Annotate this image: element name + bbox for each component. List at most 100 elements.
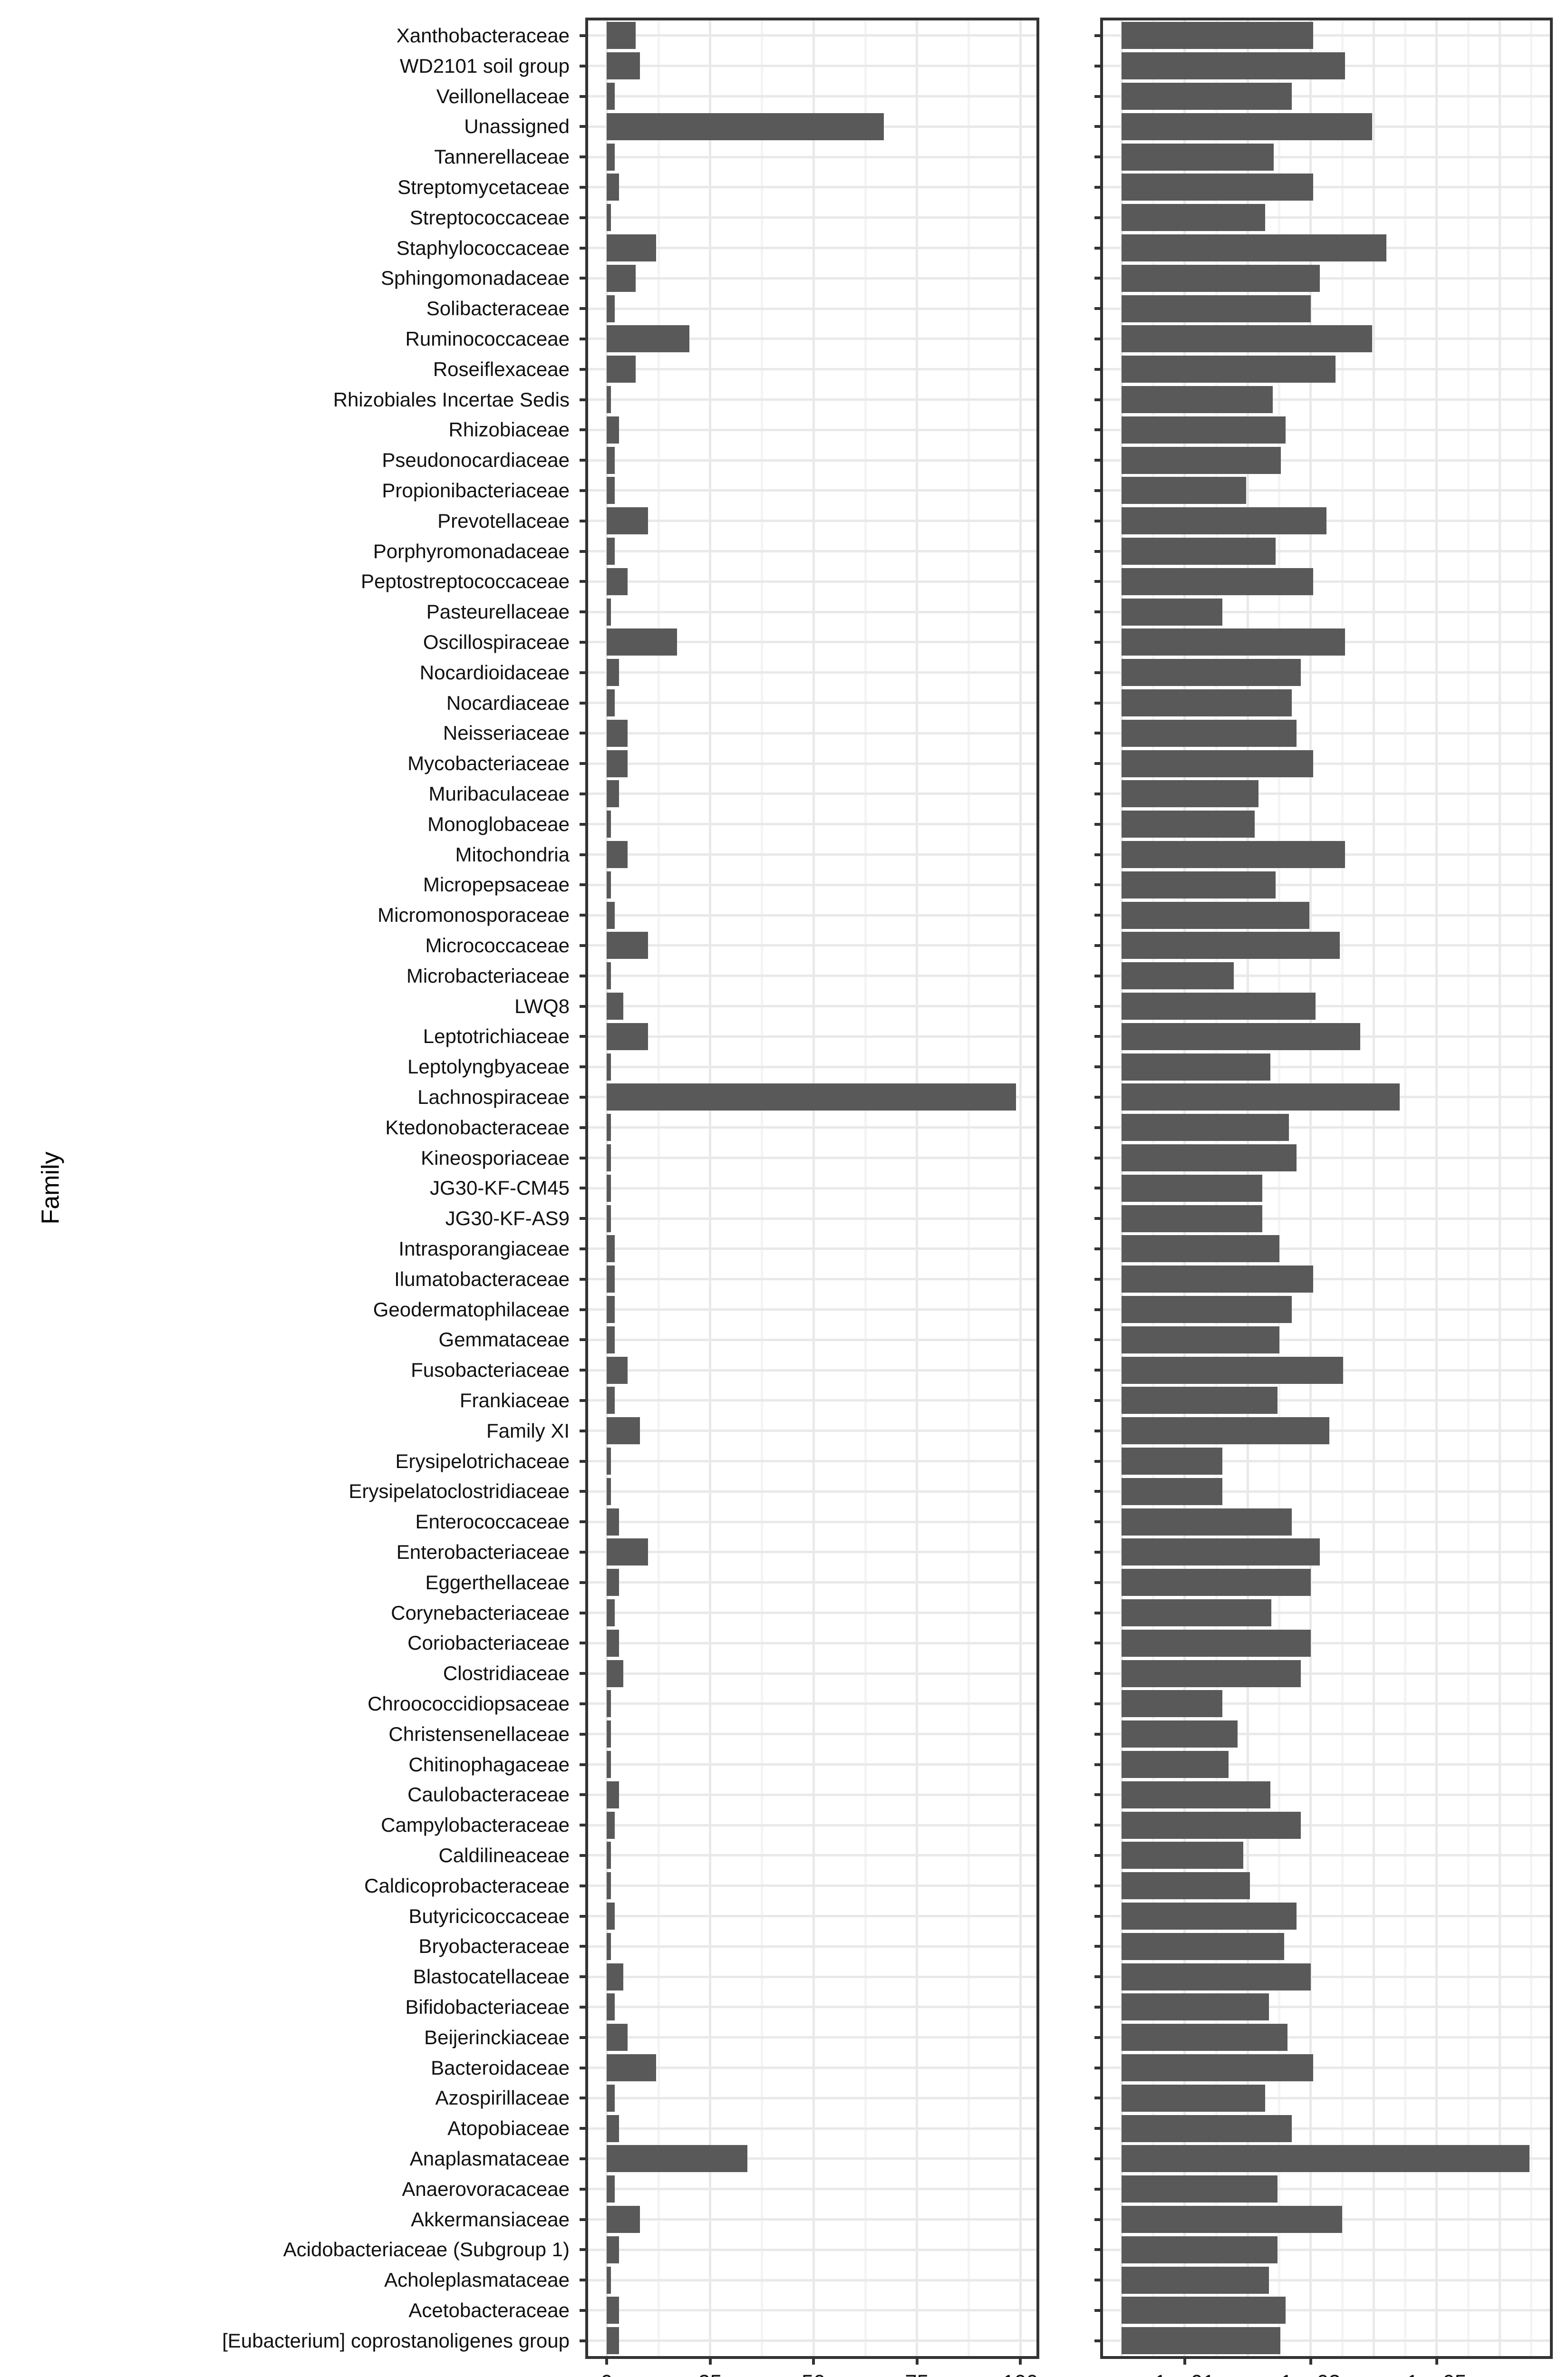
bar [1122,871,1276,899]
bar [607,1235,615,1263]
bar [607,538,615,565]
gridline-major [588,1915,1036,1917]
gridline-major [588,1733,1036,1736]
y-tick-mark [1094,1217,1103,1220]
y-axis-label: Caulobacteraceae [407,1783,570,1806]
gridline-major [1103,914,1550,917]
gridline-major [1103,155,1550,158]
bar [607,1387,615,1414]
bar [1122,628,1345,656]
gridline-major [1103,2127,1550,2130]
bar [607,1993,615,2021]
y-axis-label: Enterobacteriaceae [396,1540,570,1563]
bar [1122,689,1292,716]
gridline-major [588,1278,1036,1281]
gridline-major [588,2248,1036,2251]
gridline-major [1103,732,1550,734]
y-tick-mark [1094,2157,1103,2160]
y-tick-mark [580,95,588,98]
y-tick-mark [580,337,588,340]
bar [1122,143,1274,171]
gridline-major [588,1430,1036,1432]
y-axis-label: Fusobacteriaceae [411,1359,570,1382]
gridline-major [1103,1399,1550,1402]
y-tick-mark [580,1732,588,1736]
y-tick-mark [1094,1247,1103,1250]
y-tick-mark [580,732,588,735]
gridline-major [1103,792,1550,795]
bar [607,1205,611,1232]
gridline-major [588,1672,1036,1675]
gridline-major [588,1308,1036,1311]
gridline-major [1103,1672,1550,1675]
y-axis-label: Coriobacteriaceae [407,1632,570,1654]
gridline-major [1103,1065,1550,1068]
bar [1122,1993,1269,2021]
y-tick-mark [1094,1459,1103,1463]
gridline-major [588,550,1036,552]
y-tick-mark [580,1884,588,1887]
bar [1122,1417,1330,1445]
gridline-major [1103,277,1550,280]
y-tick-mark [1094,2218,1103,2221]
bar [607,598,611,626]
bar [607,477,615,504]
gridline-major [588,520,1036,522]
y-axis-label: Ruminococcaceae [405,327,570,350]
y-tick-mark [580,519,588,522]
y-tick-mark [580,1914,588,1918]
y-axis-label: Acholeplasmataceae [384,2269,570,2291]
bar [1122,598,1223,626]
y-tick-mark [580,1217,588,1220]
bar [607,1114,611,1141]
y-tick-mark [580,1035,588,1038]
gridline-major [588,1581,1036,1584]
gridline-major [588,1763,1036,1766]
gridline-major [1103,762,1550,765]
y-tick-mark [1094,489,1103,492]
y-axis-label: Bryobacteraceae [418,1935,570,1958]
y-tick-mark [580,1247,588,1250]
bar [1122,1174,1262,1202]
y-tick-mark [1094,1975,1103,1979]
gridline-major [588,1369,1036,1372]
y-axis-label: Micromonosporaceae [377,904,570,927]
y-tick-mark [1094,2036,1103,2039]
y-axis-label: Eggerthellaceae [425,1571,570,1594]
bar [1122,204,1265,232]
y-axis-label: Mycobacteriaceae [407,752,570,775]
y-axis-label: Muribaculaceae [428,782,570,805]
gridline-major [588,1702,1036,1705]
y-tick-mark [580,1399,588,1402]
gridline-major [1103,2339,1550,2342]
gridline-major [588,1551,1036,1554]
y-axis-label: WD2101 soil group [399,54,570,77]
y-tick-mark [1094,367,1103,371]
gridline-major [588,2309,1036,2312]
bar [607,83,615,110]
y-axis-label: Clostridiaceae [443,1662,570,1685]
gridline-major [588,155,1036,158]
gridline-major [588,2339,1036,2342]
y-tick-mark [580,2339,588,2342]
y-axis-label: Bifidobacteriaceae [405,1995,570,2018]
y-tick-mark [580,853,588,856]
gridline-major [588,2127,1036,2130]
y-axis-label: Chitinophagaceae [408,1753,570,1776]
bar [1122,2327,1280,2355]
gridline-major [1103,2188,1550,2191]
gridline-major [1103,580,1550,583]
gridline-major [588,398,1036,401]
bar [607,2206,640,2233]
y-tick-mark [580,1490,588,1493]
y-tick-mark [580,1672,588,1675]
y-axis-label: Beijerinckiaceae [424,2026,570,2048]
bar [1122,568,1313,595]
gridline-major [588,641,1036,644]
gridline-major [1103,1278,1550,1281]
gridline-major [588,1247,1036,1250]
gridline-major [1103,95,1550,97]
gridline-major [1103,1551,1550,1554]
y-tick-mark [1094,125,1103,128]
gridline-major [1103,216,1550,219]
